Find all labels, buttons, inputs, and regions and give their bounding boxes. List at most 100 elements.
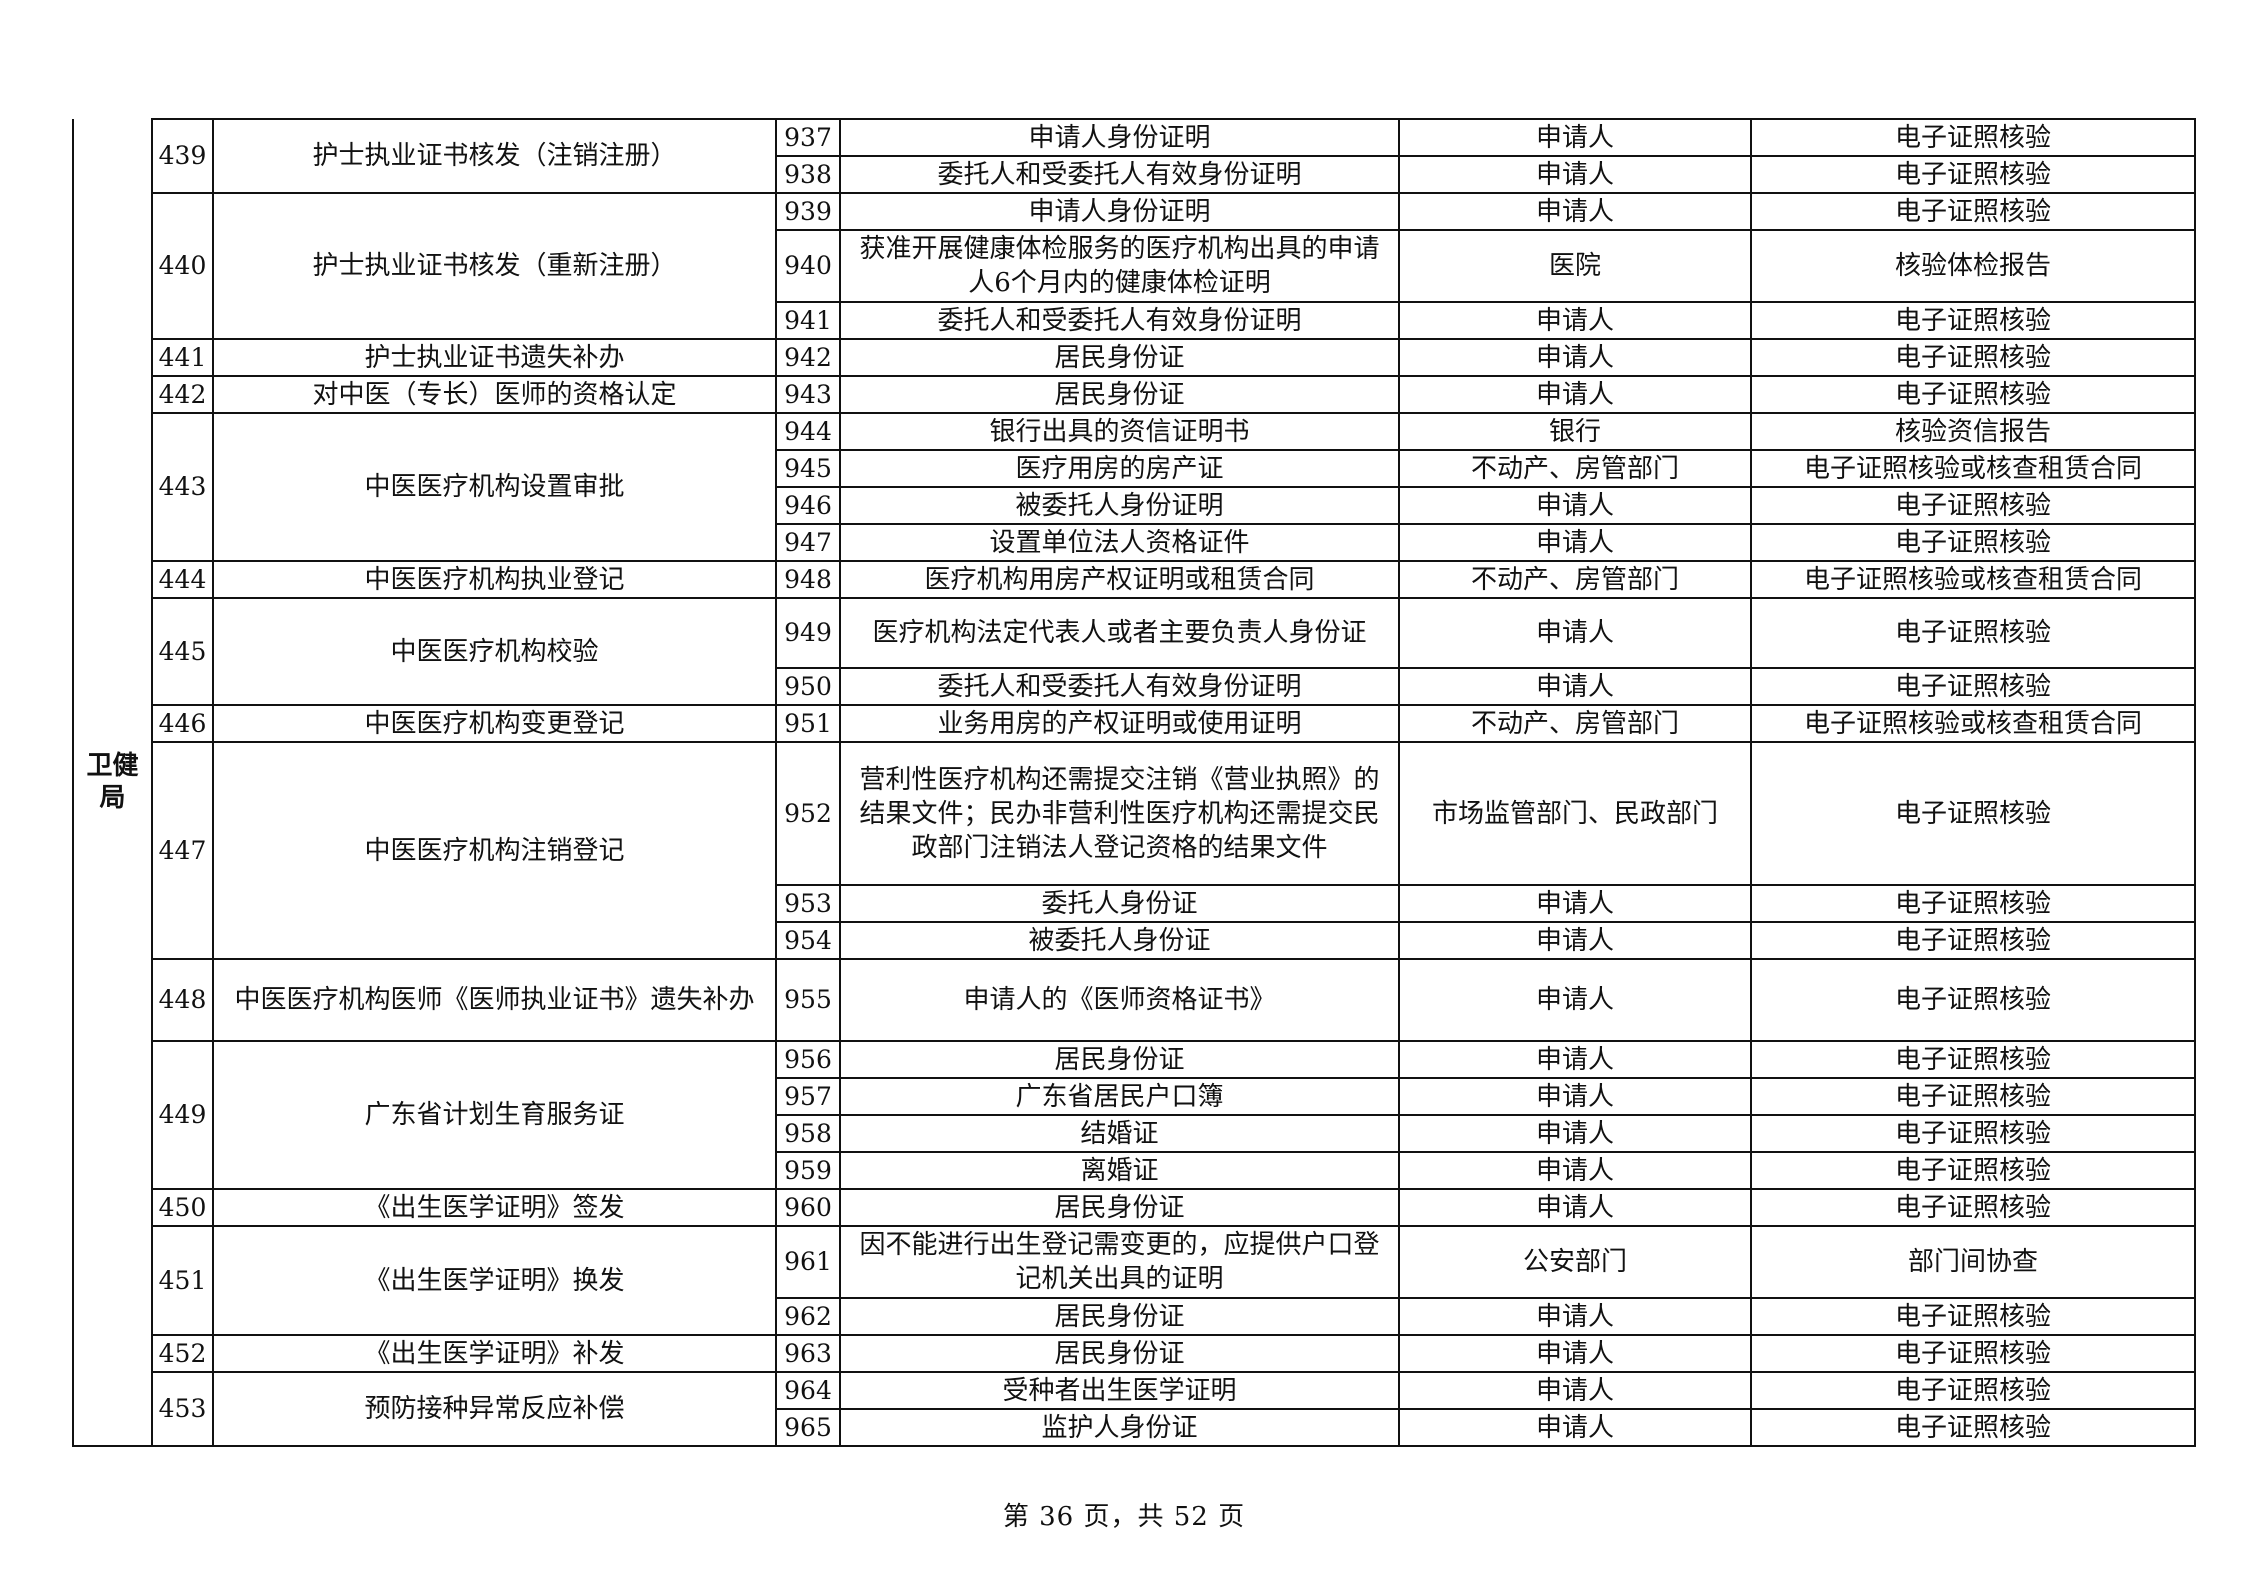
material-seq-cell: 941 [775,301,841,340]
material-seq-cell: 951 [775,704,841,743]
materials-table: 卫健局 439 护士执业证书核发（注销注册） 937 申请人身份证明 申请人 电子证照核验 9… [72,118,2196,1447]
table-row: 446 中医医疗机构变更登记 951 业务用房的产权证明或使用证明 不动产、房管部门 电子… [73,704,2196,743]
material-seq-cell: 952 [775,741,841,886]
material-seq-cell: 940 [775,229,841,303]
verification-method-cell: 电子证照核验 [1750,1408,2196,1447]
verification-method-cell: 电子证照核验 [1750,1371,2196,1410]
verification-method-cell: 电子证照核验 [1750,1114,2196,1153]
table-row: 954 被委托人身份证 申请人 电子证照核验 [73,921,2196,960]
item-name-cell: 《出生医学证明》签发 [212,1188,777,1227]
material-seq-cell: 937 [775,118,841,157]
material-seq-cell: 953 [775,884,841,923]
material-source-cell: 申请人 [1398,192,1752,231]
material-name-cell: 结婚证 [839,1114,1400,1153]
material-seq-cell: 943 [775,375,841,414]
table-row: 953 委托人身份证 申请人 电子证照核验 [73,884,2196,923]
verification-method-cell: 部门间协查 [1750,1225,2196,1299]
table-row: 442 对中医（专长）医师的资格认定 943 居民身份证 申请人 电子证照核验 [73,375,2196,414]
verification-method-cell: 电子证照核验 [1750,741,2196,886]
material-name-cell: 居民身份证 [839,1040,1400,1079]
item-number-cell: 448 [151,958,214,1042]
item-number-cell: 447 [151,741,214,960]
verification-method-cell: 电子证照核验 [1750,597,2196,669]
material-name-cell: 医疗机构用房产权证明或租赁合同 [839,560,1400,599]
table-row: 440 护士执业证书核发（重新注册） 939 申请人身份证明 申请人 电子证照核验 [73,192,2196,340]
item-name-cell: 护士执业证书核发（重新注册） [212,192,777,340]
material-name-cell: 离婚证 [839,1151,1400,1190]
table-row: 938 委托人和受委托人有效身份证明 申请人 电子证照核验 [73,155,2196,194]
material-name-cell: 委托人和受委托人有效身份证明 [839,155,1400,194]
department-cell: 卫健局 [72,119,153,1447]
material-source-cell: 申请人 [1398,1188,1752,1227]
material-source-cell: 申请人 [1398,301,1752,340]
material-seq-cell: 956 [775,1040,841,1079]
page-footer: 第 36 页，共 52 页 [1002,1502,1246,1532]
item-number-cell: 439 [151,118,214,194]
material-seq-cell: 965 [775,1408,841,1447]
material-name-cell: 医疗机构法定代表人或者主要负责人身份证 [839,597,1400,669]
material-name-cell: 申请人身份证明 [839,192,1400,231]
verification-method-cell: 电子证照核验 [1750,192,2196,231]
material-source-cell: 申请人 [1398,1408,1752,1447]
item-number-cell: 444 [151,560,214,599]
material-seq-cell: 961 [775,1225,841,1299]
material-name-cell: 被委托人身份证明 [839,486,1400,525]
material-seq-cell: 960 [775,1188,841,1227]
verification-method-cell: 电子证照核验 [1750,486,2196,525]
table-row: 441 护士执业证书遗失补办 942 居民身份证 申请人 电子证照核验 [73,338,2196,377]
material-name-cell: 居民身份证 [839,1334,1400,1373]
verification-method-cell: 电子证照核验 [1750,921,2196,960]
item-number-cell: 442 [151,375,214,414]
table-row: 445 中医医疗机构校验 949 医疗机构法定代表人或者主要负责人身份证 申请人 电子证照… [73,597,2196,706]
table-row: 450 《出生医学证明》签发 960 居民身份证 申请人 电子证照核验 [73,1188,2196,1227]
material-name-cell: 广东省居民户口簿 [839,1077,1400,1116]
material-source-cell: 申请人 [1398,1077,1752,1116]
material-source-cell: 医院 [1398,229,1752,303]
material-source-cell: 申请人 [1398,1040,1752,1079]
material-name-cell: 申请人的《医师资格证书》 [839,958,1400,1042]
verification-method-cell: 电子证照核验 [1750,375,2196,414]
verification-method-cell: 电子证照核验 [1750,338,2196,377]
verification-method-cell: 电子证照核验 [1750,1151,2196,1190]
item-name-cell: 护士执业证书核发（注销注册） [212,118,777,194]
table-row: 452 《出生医学证明》补发 963 居民身份证 申请人 电子证照核验 [73,1334,2196,1373]
table-row: 946 被委托人身份证明 申请人 电子证照核验 [73,486,2196,525]
material-name-cell: 银行出具的资信证明书 [839,412,1400,451]
material-seq-cell: 963 [775,1334,841,1373]
item-number-cell: 453 [151,1371,214,1447]
table-row: 453 预防接种异常反应补偿 964 受种者出生医学证明 申请人 电子证照核验 [73,1371,2196,1447]
verification-method-cell: 电子证照核验 [1750,1040,2196,1079]
material-seq-cell: 957 [775,1077,841,1116]
table-row: 950 委托人和受委托人有效身份证明 申请人 电子证照核验 [73,667,2196,706]
material-seq-cell: 945 [775,449,841,488]
verification-method-cell: 电子证照核验 [1750,155,2196,194]
material-seq-cell: 958 [775,1114,841,1153]
material-name-cell: 受种者出生医学证明 [839,1371,1400,1410]
material-source-cell: 申请人 [1398,1151,1752,1190]
item-name-cell: 中医医疗机构设置审批 [212,412,777,562]
material-seq-cell: 962 [775,1297,841,1336]
table-row: 958 结婚证 申请人 电子证照核验 [73,1114,2196,1153]
item-name-cell: 护士执业证书遗失补办 [212,338,777,377]
item-number-cell: 446 [151,704,214,743]
verification-method-cell: 电子证照核验 [1750,884,2196,923]
table-row: 447 中医医疗机构注销登记 952 营利性医疗机构还需提交注销《营业执照》的结果文件… [73,741,2196,960]
material-name-cell: 居民身份证 [839,375,1400,414]
material-name-cell: 委托人和受委托人有效身份证明 [839,301,1400,340]
item-number-cell: 450 [151,1188,214,1227]
material-source-cell: 申请人 [1398,597,1752,669]
verification-method-cell: 电子证照核验或核查租赁合同 [1750,560,2196,599]
table-row: 448 中医医疗机构医师《医师执业证书》遗失补办 955 申请人的《医师资格证书》 申请… [73,958,2196,1042]
material-name-cell: 申请人身份证明 [839,118,1400,157]
material-seq-cell: 938 [775,155,841,194]
material-name-cell: 被委托人身份证 [839,921,1400,960]
verification-method-cell: 核验体检报告 [1750,229,2196,303]
material-source-cell: 申请人 [1398,1297,1752,1336]
material-seq-cell: 959 [775,1151,841,1190]
verification-method-cell: 电子证照核验 [1750,523,2196,562]
table-row: 451 《出生医学证明》换发 961 因不能进行出生登记需变更的，应提供户口登记机关出… [73,1225,2196,1336]
table-row: 941 委托人和受委托人有效身份证明 申请人 电子证照核验 [73,301,2196,340]
material-seq-cell: 939 [775,192,841,231]
material-source-cell: 不动产、房管部门 [1398,560,1752,599]
item-name-cell: 《出生医学证明》换发 [212,1225,777,1336]
